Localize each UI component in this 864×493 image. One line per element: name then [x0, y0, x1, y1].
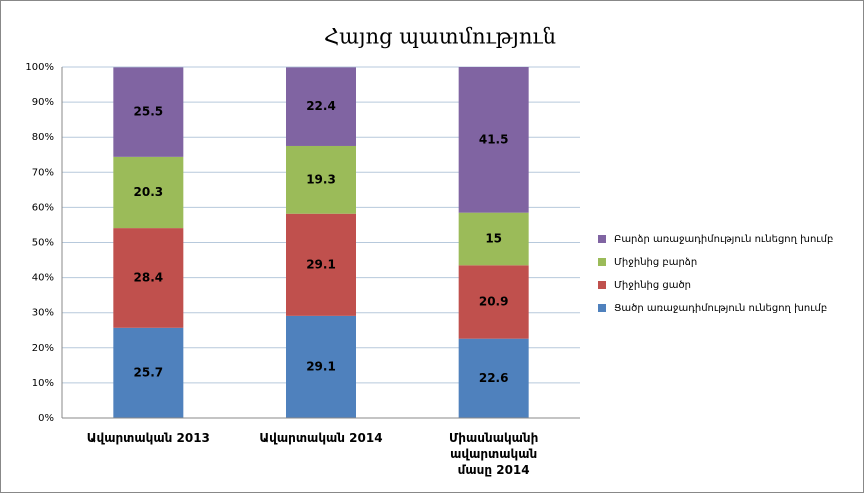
y-tick-label: 100%: [25, 62, 54, 73]
legend-swatch: [598, 258, 606, 266]
data-label: 29.1: [306, 359, 336, 373]
x-tick-label: Միասնականի ավարտական մասը 2014: [448, 431, 539, 477]
bar-segment: [458, 212, 529, 266]
data-label: 20.3: [134, 185, 164, 199]
bar-segment: [286, 315, 356, 418]
data-label: 22.6: [479, 371, 509, 385]
data-label: 25.5: [134, 105, 164, 119]
data-label: 15: [485, 231, 502, 245]
x-tick-label: Ավարտական 2013: [86, 431, 210, 445]
y-tick-label: 70%: [32, 167, 54, 178]
data-label: 28.4: [134, 270, 164, 284]
bar-segment: [286, 67, 356, 146]
legend-label: Բարձր առաջադիմություն ունեցող խումբ: [614, 234, 833, 245]
data-label: 25.7: [134, 365, 164, 379]
y-tick-label: 80%: [32, 132, 54, 143]
bar-segment: [458, 338, 529, 418]
legend-label: Միջինից ցածր: [614, 280, 691, 291]
data-label: 22.4: [306, 99, 336, 113]
y-tick-label: 50%: [32, 238, 54, 249]
chart-title: Հայոց պատմություն: [324, 25, 556, 49]
data-label: 19.3: [306, 172, 336, 186]
x-tick-label: Ավարտական 2014: [259, 431, 383, 445]
y-tick-label: 10%: [32, 378, 54, 389]
legend-swatch: [598, 281, 606, 289]
bar-segment: [458, 67, 529, 213]
legend-swatch: [598, 235, 606, 243]
legend-label: Ցածր առաջադիմություն ունեցող խումբ: [614, 303, 827, 314]
y-tick-label: 0%: [38, 413, 54, 424]
bar-segment: [113, 327, 184, 418]
legend-swatch: [598, 304, 606, 312]
y-tick-label: 90%: [32, 97, 54, 108]
y-tick-label: 40%: [32, 273, 54, 284]
bar-segment: [113, 67, 184, 157]
bar-segment: [286, 145, 356, 214]
data-label: 29.1: [306, 257, 336, 271]
data-label: 20.9: [479, 294, 509, 308]
bar-segment: [113, 228, 184, 328]
bar-segment: [286, 213, 356, 316]
legend-label: Միջինից բարձր: [614, 257, 697, 268]
bar-segment: [113, 156, 184, 229]
y-tick-label: 20%: [32, 343, 54, 354]
y-tick-label: 30%: [32, 308, 54, 319]
bar-segment: [458, 265, 529, 339]
data-label: 41.5: [479, 132, 509, 146]
y-tick-label: 60%: [32, 202, 54, 213]
